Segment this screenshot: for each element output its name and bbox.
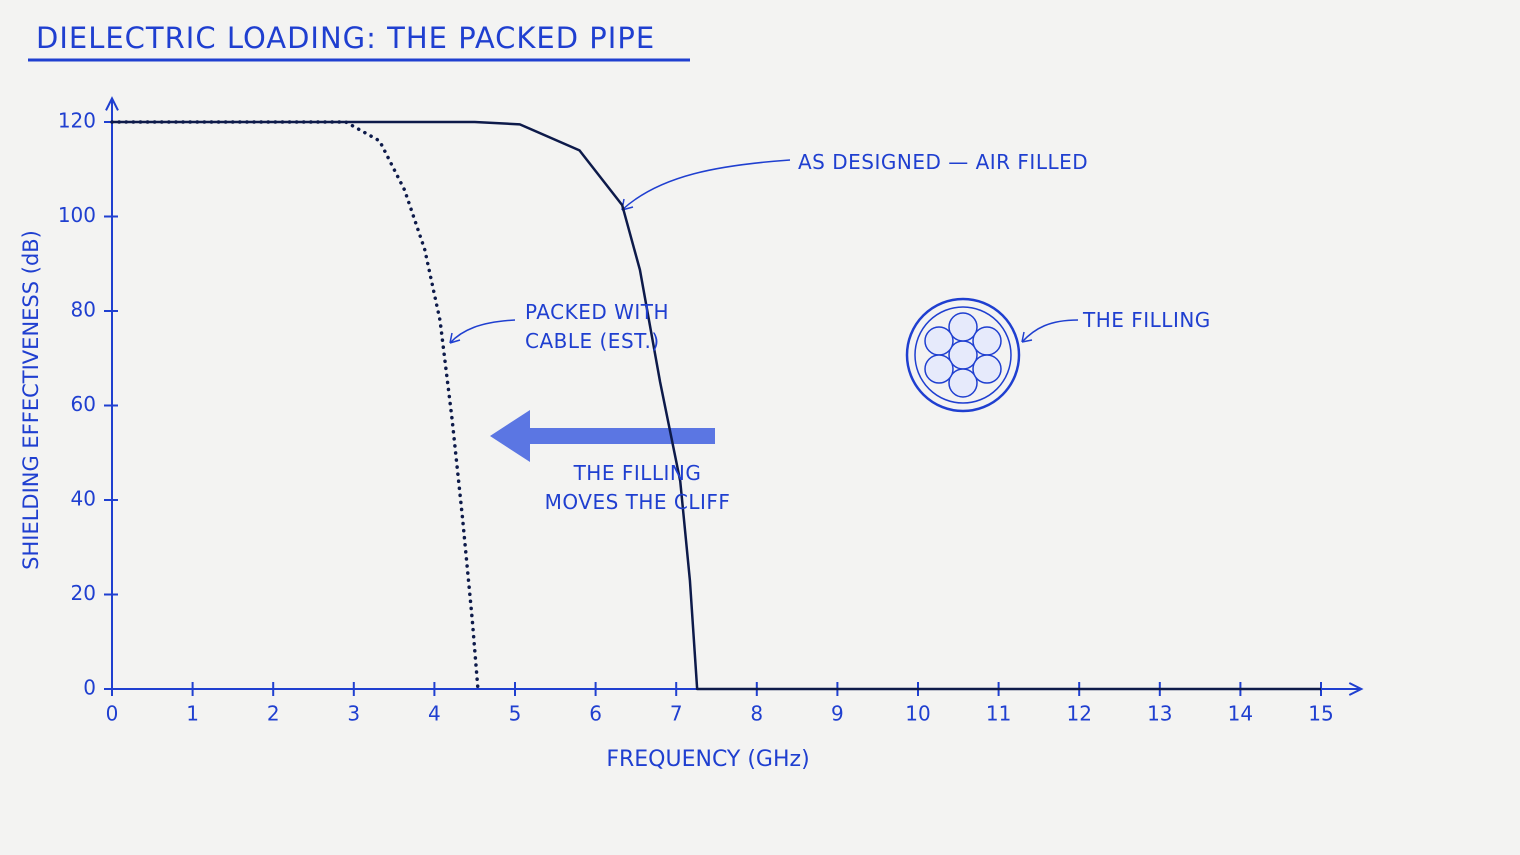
- x-tick-label: 0: [106, 702, 119, 726]
- x-tick-label: 4: [428, 702, 441, 726]
- x-tick-label: 13: [1147, 702, 1172, 726]
- x-tick-label: 2: [267, 702, 280, 726]
- x-tick-label: 12: [1066, 702, 1091, 726]
- y-axis-arrow: [105, 96, 119, 111]
- y-axis-label: SHIELDING EFFECTIVENESS (dB): [19, 230, 43, 570]
- leader-head: [1021, 331, 1033, 343]
- x-tick-label: 3: [347, 702, 360, 726]
- chart-title: DIELECTRIC LOADING: THE PACKED PIPE: [36, 21, 655, 55]
- x-tick-label: 14: [1228, 702, 1253, 726]
- y-tick-label: 100: [58, 203, 96, 227]
- leader: [449, 319, 516, 344]
- x-axis-arrow: [1348, 682, 1364, 696]
- x-tick-label: 1: [186, 702, 199, 726]
- x-axis-label: FREQUENCY (GHz): [606, 747, 809, 772]
- y-tick-label: 20: [71, 581, 96, 605]
- y-tick-label: 80: [71, 298, 96, 322]
- y-tick-label: 60: [71, 392, 96, 416]
- y-tick-label: 120: [58, 109, 96, 133]
- leader: [1021, 319, 1079, 343]
- x-tick-label: 10: [905, 702, 930, 726]
- cable-icon: [905, 297, 1021, 413]
- annotation: THE FILLING: [1083, 308, 1211, 332]
- y-tick-label: 40: [71, 487, 96, 511]
- x-tick-label: 11: [986, 702, 1011, 726]
- shift-arrow: [490, 410, 715, 462]
- series-label: PACKED WITH CABLE (EST.): [525, 300, 670, 353]
- x-tick-label: 6: [589, 702, 602, 726]
- y-tick-label: 0: [83, 676, 96, 700]
- x-tick-label: 5: [509, 702, 522, 726]
- x-tick-label: 8: [750, 702, 763, 726]
- x-tick-label: 7: [670, 702, 683, 726]
- leader: [621, 159, 791, 211]
- leader-head: [449, 332, 461, 344]
- annotation: THE FILLING MOVES THE CLIFF: [544, 461, 731, 514]
- x-tick-label: 9: [831, 702, 844, 726]
- series-line: [110, 120, 480, 691]
- series-line: [112, 120, 1321, 691]
- x-tick-label: 15: [1308, 702, 1333, 726]
- series-label: AS DESIGNED — AIR FILLED: [798, 150, 1089, 174]
